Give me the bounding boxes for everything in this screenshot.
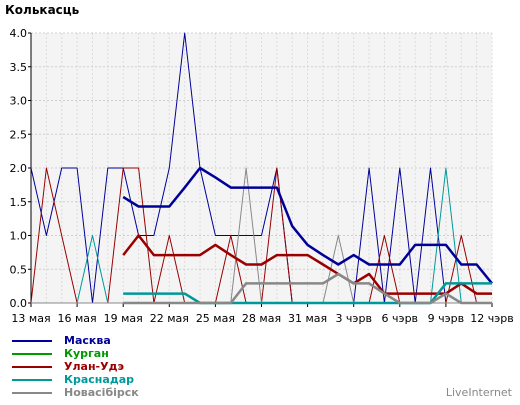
- series-line-avg-масква: [122, 166, 493, 285]
- x-tick-label: 28 мая: [242, 312, 281, 325]
- legend-item: Улан-Удэ: [12, 360, 139, 373]
- y-tick-label: 0.5: [10, 263, 28, 276]
- y-tick-label: 1.0: [10, 230, 28, 243]
- x-tick-label: 22 мая: [150, 312, 189, 325]
- x-tick-label: 13 мая: [11, 312, 50, 325]
- x-tick-label: 19 мая: [104, 312, 143, 325]
- legend: Масква Курган Улан-Удэ Краснадар Новасібірск: [12, 334, 139, 399]
- y-tick-label: 0.0: [10, 297, 28, 310]
- legend-item: Новасібірск: [12, 386, 139, 399]
- x-tick-label: 12 чэрв: [470, 312, 514, 325]
- legend-swatch: [12, 391, 52, 394]
- legend-swatch: [12, 365, 52, 368]
- legend-swatch: [12, 352, 52, 355]
- y-tick-label: 3.5: [10, 61, 28, 74]
- brand-label: LiveInternet: [445, 386, 512, 399]
- y-axis-label: Колькасць: [5, 3, 80, 17]
- x-tick-label: 3 чэрв: [335, 312, 372, 325]
- legend-label: Новасібірск: [64, 386, 139, 399]
- x-tick-label: 31 мая: [288, 312, 327, 325]
- legend-item: Краснадар: [12, 373, 139, 386]
- series-line-avg-улан-удэ: [122, 234, 492, 295]
- y-tick-label: 2.0: [10, 162, 28, 175]
- legend-swatch: [12, 339, 52, 342]
- y-tick-label: 3.0: [10, 95, 28, 108]
- x-tick-label: 25 мая: [196, 312, 235, 325]
- legend-label: Улан-Удэ: [64, 360, 125, 373]
- legend-label: Краснадар: [64, 373, 135, 386]
- legend-item: Масква: [12, 334, 139, 347]
- y-tick-label: 4.0: [10, 27, 28, 40]
- legend-swatch: [12, 378, 52, 381]
- y-tick-label: 1.5: [10, 196, 28, 209]
- legend-label: Масква: [64, 334, 111, 347]
- legend-label: Курган: [64, 347, 109, 360]
- series-line-avg-новасібірск: [123, 272, 492, 305]
- y-tick-label: 2.5: [10, 128, 28, 141]
- x-tick-label: 6 чэрв: [382, 312, 419, 325]
- x-tick-label: 16 мая: [58, 312, 97, 325]
- legend-item: Курган: [12, 347, 139, 360]
- x-tick-label: 9 чэрв: [428, 312, 465, 325]
